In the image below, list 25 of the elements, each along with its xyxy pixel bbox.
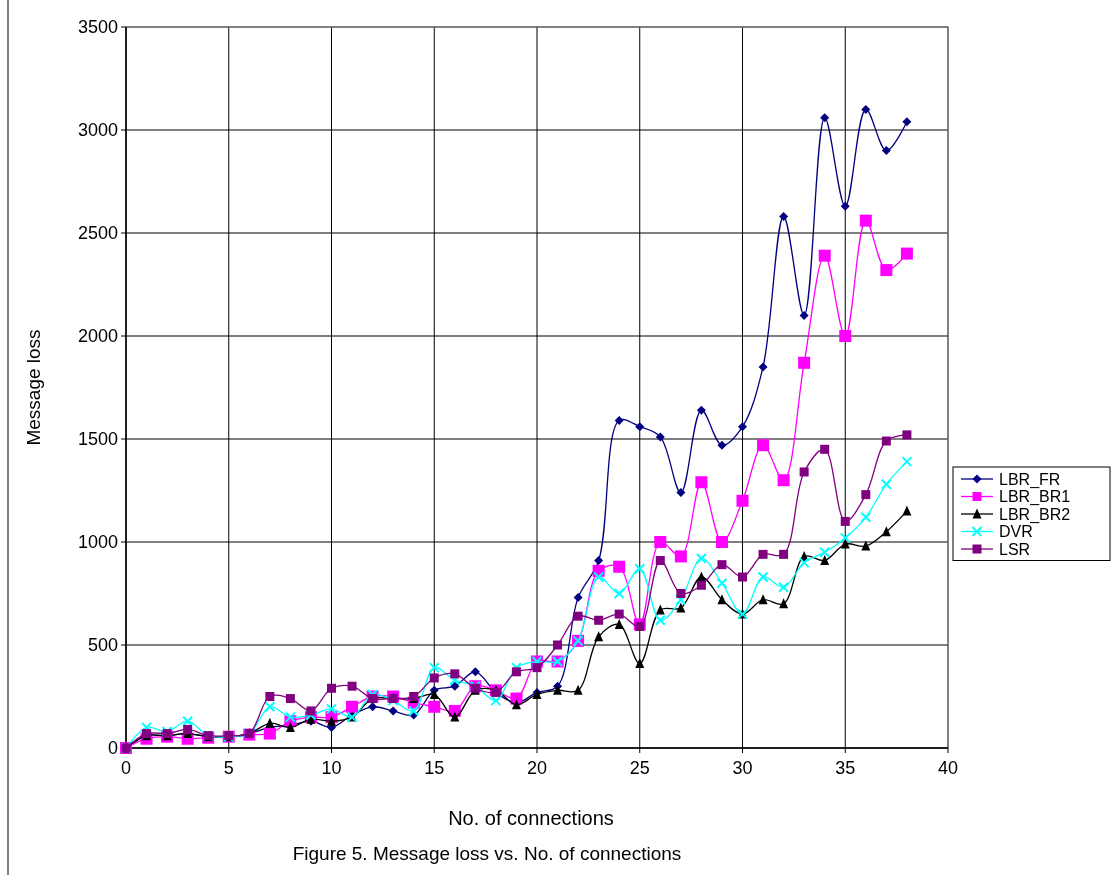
x-axis-title: No. of connections bbox=[448, 807, 614, 829]
y-tick-label: 1000 bbox=[77, 532, 118, 553]
x-tick-label: 25 bbox=[629, 758, 650, 778]
x-tick-label: 10 bbox=[321, 758, 342, 778]
y-tick-label: 1500 bbox=[77, 429, 118, 450]
caption: Figure 5. Message loss vs. No. of connections bbox=[292, 843, 682, 864]
y-tick-label: 3500 bbox=[77, 17, 118, 38]
y-tick-label: 2000 bbox=[77, 326, 118, 347]
y-axis-title: Message loss bbox=[23, 329, 44, 446]
x-tick-label: 0 bbox=[120, 758, 132, 778]
legend-label: LBR_BR2 bbox=[999, 505, 1071, 524]
x-tick-label: 40 bbox=[937, 758, 959, 778]
legend-label: LBR_FR bbox=[999, 470, 1061, 489]
x-tick-label: 35 bbox=[835, 758, 856, 778]
x-tick-label: 15 bbox=[424, 758, 445, 778]
x-tick-label: 5 bbox=[223, 758, 234, 778]
x-tick-label: 30 bbox=[732, 758, 753, 778]
legend-label: LBR_BR1 bbox=[999, 488, 1071, 507]
legend-label: DVR bbox=[999, 523, 1033, 541]
y-tick-label: 500 bbox=[87, 635, 118, 656]
y-tick-label: 0 bbox=[107, 738, 118, 759]
y-tick-label: 3000 bbox=[77, 120, 118, 141]
y-tick-label: 2500 bbox=[77, 223, 118, 244]
x-tick-label: 20 bbox=[526, 758, 548, 778]
legend-label: LSR bbox=[999, 540, 1031, 558]
